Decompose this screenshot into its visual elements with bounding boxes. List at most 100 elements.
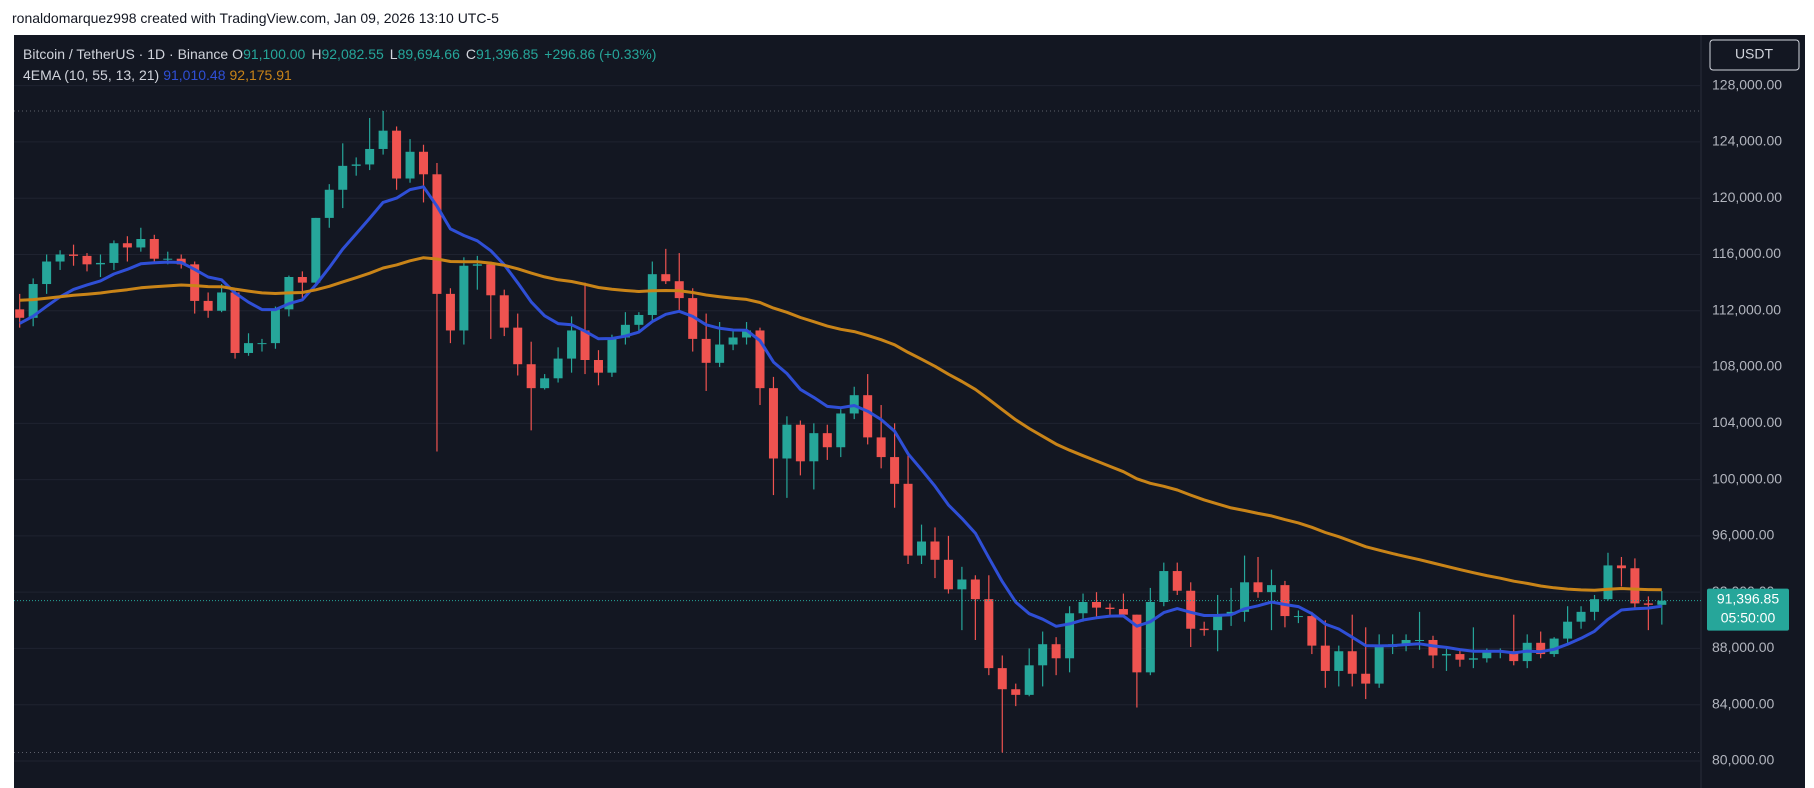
candle-body	[553, 358, 563, 379]
candle-body	[715, 344, 725, 363]
candle-body	[1576, 611, 1586, 622]
candle-body	[580, 330, 590, 361]
candle-body	[607, 337, 617, 373]
y-tick-label: 108,000.00	[1712, 358, 1782, 374]
ohlc-field: O91,100.00	[232, 46, 305, 62]
candle-body	[1105, 607, 1115, 610]
candle-body	[620, 324, 630, 338]
candle-body	[297, 276, 307, 283]
currency-button[interactable]	[1709, 39, 1800, 71]
last-price-value: 91,396.85	[1717, 590, 1779, 606]
candle-body	[149, 239, 159, 259]
candle-body	[836, 413, 846, 448]
candle-body	[1024, 665, 1034, 695]
candle-body	[486, 264, 496, 296]
candle-body	[957, 579, 967, 590]
candle-body	[1563, 621, 1573, 639]
candle-body	[513, 327, 523, 365]
y-tick-label: 80,000.00	[1712, 752, 1774, 768]
ohlc-key: H	[311, 46, 322, 62]
candle-body	[970, 579, 980, 600]
ohlc-key: C	[465, 46, 476, 62]
candle-body	[1643, 603, 1653, 605]
candle-body	[190, 264, 200, 301]
last-price-label	[1707, 588, 1789, 631]
candle-body	[1603, 565, 1613, 600]
candle-body	[1334, 651, 1344, 671]
candle-body	[1401, 639, 1411, 645]
candle-body	[890, 457, 900, 484]
candle-body	[432, 174, 442, 294]
candle-body	[863, 395, 873, 438]
candle-body	[392, 130, 402, 179]
ohlc-value: 91,396.85	[476, 46, 539, 62]
candle-body	[634, 314, 644, 325]
y-tick-label: 128,000.00	[1712, 76, 1782, 92]
indicator-value: 92,175.91	[229, 67, 292, 83]
candle-body	[1038, 644, 1048, 666]
candle-body	[997, 668, 1007, 690]
candle-body	[136, 239, 146, 248]
y-tick-label: 84,000.00	[1712, 695, 1774, 711]
candle-body	[109, 243, 119, 263]
candle-body	[1065, 613, 1075, 659]
candle-body	[1536, 642, 1546, 655]
candle-body	[122, 243, 132, 248]
candle-body	[930, 541, 940, 560]
candle-body	[217, 292, 227, 311]
candle-body	[1320, 645, 1330, 671]
candle-body	[1092, 602, 1101, 608]
candle-body	[338, 165, 348, 190]
ohlc-key: O	[232, 46, 244, 62]
currency-label[interactable]: USDT	[1735, 46, 1774, 62]
y-tick-label: 88,000.00	[1712, 639, 1774, 655]
ohlc-value: 89,694.66	[397, 46, 460, 62]
candle-body	[365, 148, 375, 165]
candle-body	[567, 330, 577, 359]
candle-body	[1630, 568, 1640, 604]
candle-body	[1657, 600, 1667, 605]
candle-body	[1078, 602, 1088, 614]
legend-row: Bitcoin / TetherUS · 1D · Binance O91,100…	[23, 44, 660, 65]
legend-row: 4EMA (10, 55, 13, 21) 91,010.48 92,175.91	[23, 65, 660, 86]
candle-body	[1172, 571, 1182, 591]
indicator-value: 91,010.48	[163, 67, 226, 83]
candle-body	[1616, 565, 1626, 569]
candle-body	[244, 343, 254, 353]
y-tick-label: 112,000.00	[1712, 301, 1781, 317]
legend: Bitcoin / TetherUS · 1D · Binance O91,100…	[23, 44, 660, 86]
candle-body	[1145, 602, 1155, 673]
candle-body	[472, 264, 482, 266]
candle-body	[378, 130, 388, 149]
ema-line	[19, 256, 1662, 592]
candle-body	[163, 258, 173, 260]
candle-body	[1428, 639, 1438, 656]
candle-body	[1441, 654, 1451, 656]
candle-body	[661, 274, 671, 282]
y-tick-label: 96,000.00	[1712, 527, 1774, 543]
candle-body	[795, 424, 805, 462]
candle-body	[1213, 614, 1223, 631]
candle-body	[1307, 616, 1317, 646]
candle-body	[1374, 647, 1384, 684]
candle-body	[984, 599, 994, 669]
candle-body	[203, 300, 213, 311]
candle-body	[324, 189, 334, 218]
candle-body	[55, 254, 65, 262]
ohlc-value: 92,082.55	[321, 46, 384, 62]
candle-body	[270, 309, 280, 344]
candle-body	[1549, 638, 1559, 655]
candle-body	[540, 378, 550, 389]
candle-body	[701, 338, 711, 363]
candle-body	[647, 274, 657, 315]
candle-body	[1468, 658, 1478, 660]
candle-body	[822, 433, 832, 448]
candle-body	[69, 254, 79, 256]
candle-body	[1293, 616, 1303, 618]
candle-body	[809, 433, 819, 462]
candle-body	[1118, 609, 1128, 615]
candle-body	[1240, 582, 1250, 612]
candle-body	[405, 151, 415, 179]
